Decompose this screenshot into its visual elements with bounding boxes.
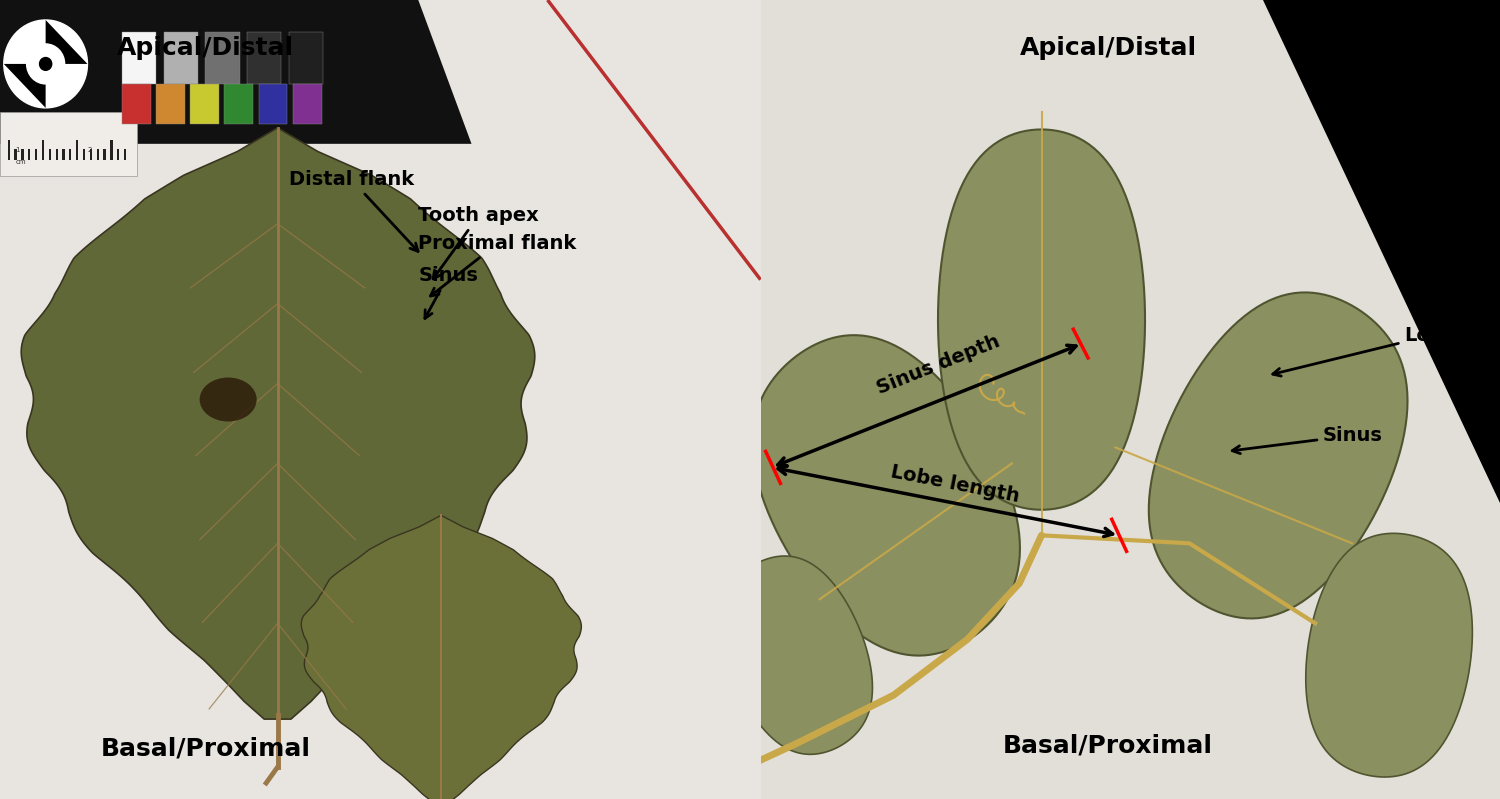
Bar	[124, 149, 126, 160]
Bar	[0, 112, 136, 176]
Text: Proximal flank: Proximal flank	[419, 234, 576, 296]
Bar	[225, 84, 254, 124]
Bar	[258, 84, 288, 124]
Polygon shape	[1306, 534, 1473, 777]
Bar	[8, 140, 10, 160]
Text: Basal/Proximal: Basal/Proximal	[100, 737, 310, 761]
Bar	[28, 149, 30, 160]
Bar	[63, 149, 64, 160]
Bar	[21, 149, 24, 160]
Text: cm: cm	[15, 159, 26, 165]
Bar	[248, 32, 282, 84]
Text: Lobe: Lobe	[1274, 326, 1456, 376]
Circle shape	[4, 20, 87, 108]
Text: Sinus: Sinus	[1232, 426, 1383, 454]
Bar	[96, 149, 99, 160]
Bar	[56, 149, 58, 160]
Bar	[76, 140, 78, 160]
Polygon shape	[302, 515, 582, 799]
Bar	[82, 149, 86, 160]
Polygon shape	[938, 129, 1144, 510]
Text: 2: 2	[87, 147, 92, 153]
Polygon shape	[45, 20, 87, 64]
Bar	[190, 84, 219, 124]
Polygon shape	[1263, 0, 1500, 503]
Bar	[206, 32, 240, 84]
Polygon shape	[723, 556, 873, 754]
Text: Basal/Proximal: Basal/Proximal	[1004, 733, 1214, 757]
Bar	[292, 84, 321, 124]
Circle shape	[39, 58, 51, 70]
Bar	[122, 32, 156, 84]
Bar	[290, 32, 322, 84]
Text: Sinus depth: Sinus depth	[874, 332, 1002, 398]
Polygon shape	[4, 64, 45, 108]
Bar	[42, 140, 44, 160]
Bar	[90, 149, 92, 160]
Text: 1: 1	[15, 147, 20, 153]
Bar	[111, 140, 112, 160]
Bar	[69, 149, 72, 160]
Bar	[15, 149, 16, 160]
Text: Apical/Distal: Apical/Distal	[117, 36, 294, 60]
Bar	[164, 32, 198, 84]
Polygon shape	[0, 0, 471, 144]
Bar	[117, 149, 120, 160]
Circle shape	[27, 44, 64, 84]
Bar	[156, 84, 184, 124]
Text: Sinus: Sinus	[419, 266, 478, 319]
Polygon shape	[21, 128, 536, 719]
Bar	[48, 149, 51, 160]
Bar	[34, 149, 38, 160]
Polygon shape	[1149, 292, 1407, 618]
Bar	[122, 84, 150, 124]
Polygon shape	[753, 336, 1020, 656]
Ellipse shape	[200, 377, 256, 422]
Text: Apical/Distal: Apical/Distal	[1020, 36, 1197, 60]
Text: Tooth apex: Tooth apex	[419, 206, 538, 279]
Bar	[104, 149, 105, 160]
Text: Distal flank: Distal flank	[290, 170, 418, 252]
Text: Lobe length: Lobe length	[888, 462, 1020, 506]
